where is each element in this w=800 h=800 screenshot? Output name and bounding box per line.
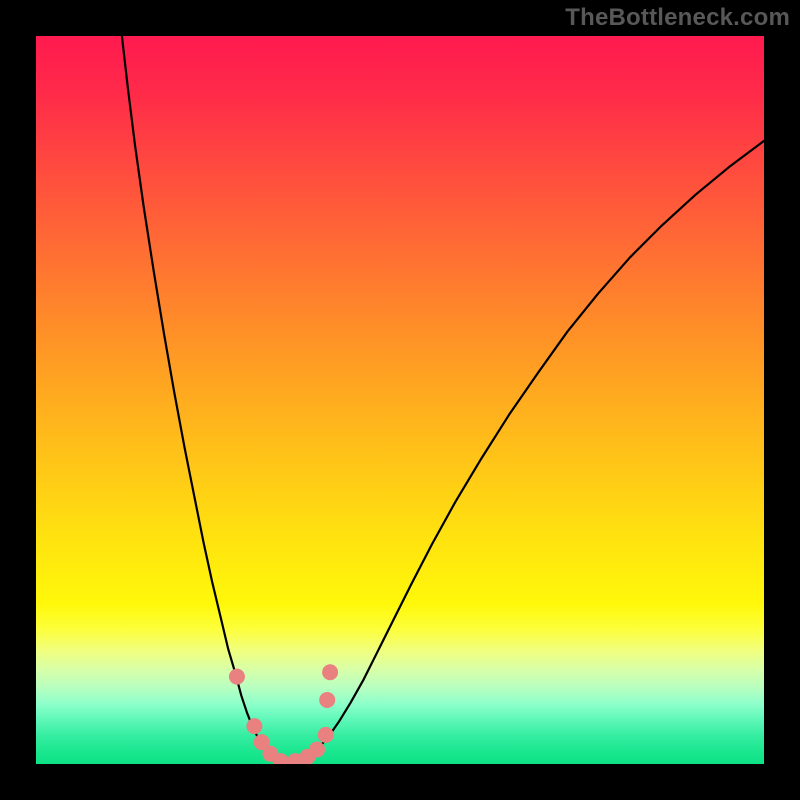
chart-svg [36,36,764,764]
marker-dot [229,669,245,685]
marker-dot [246,718,262,734]
plot-area [36,36,764,764]
marker-dot [319,692,335,708]
figure-container: TheBottleneck.com [0,0,800,800]
marker-dot [318,727,334,743]
marker-dot [309,741,325,757]
marker-dot [322,664,338,680]
watermark-text: TheBottleneck.com [565,4,790,32]
gradient-background [36,36,764,764]
